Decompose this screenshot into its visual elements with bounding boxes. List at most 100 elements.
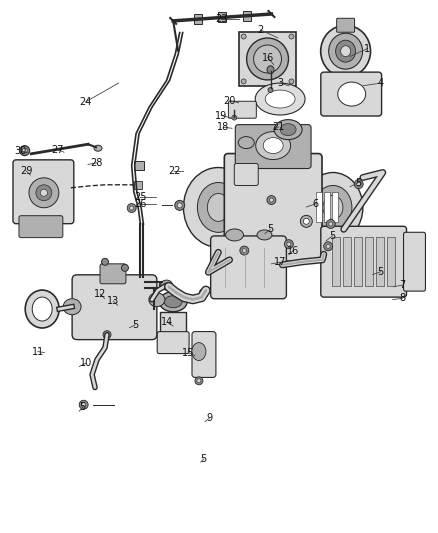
Ellipse shape [32,297,52,321]
Ellipse shape [175,200,185,211]
Text: 16: 16 [262,53,274,62]
Bar [354,237,362,286]
Ellipse shape [280,124,296,135]
Ellipse shape [159,282,165,288]
FancyBboxPatch shape [100,264,126,284]
Text: 5: 5 [201,454,207,464]
FancyBboxPatch shape [19,216,63,238]
Ellipse shape [226,229,244,241]
Text: 5: 5 [378,267,384,277]
Text: 4: 4 [378,78,384,88]
Ellipse shape [287,242,291,246]
Bar [365,237,373,286]
Ellipse shape [256,132,290,159]
Ellipse shape [242,248,246,253]
Text: 24: 24 [80,96,92,107]
Ellipse shape [79,400,88,409]
Text: 17: 17 [274,257,286,267]
Ellipse shape [241,79,246,84]
FancyBboxPatch shape [192,332,216,377]
Text: 5: 5 [132,320,138,330]
Ellipse shape [323,196,343,220]
Ellipse shape [78,315,87,324]
Ellipse shape [338,82,366,106]
Text: 7: 7 [399,280,406,290]
Ellipse shape [314,185,352,229]
Text: 14: 14 [161,317,173,327]
Bar [332,237,340,286]
Ellipse shape [94,145,102,151]
FancyBboxPatch shape [72,275,157,340]
Ellipse shape [20,146,30,156]
Ellipse shape [40,189,47,196]
Text: 5: 5 [356,177,362,188]
Ellipse shape [81,318,85,321]
Ellipse shape [263,138,283,154]
Ellipse shape [269,198,273,202]
FancyBboxPatch shape [211,236,286,299]
Polygon shape [218,12,226,22]
Ellipse shape [289,34,294,39]
Ellipse shape [202,291,206,295]
Text: 13: 13 [107,296,120,306]
Ellipse shape [197,379,201,383]
Text: 20: 20 [224,95,236,106]
Text: 1: 1 [364,44,371,53]
Ellipse shape [321,25,371,77]
Ellipse shape [240,246,249,255]
Ellipse shape [254,45,282,73]
Ellipse shape [25,290,59,328]
FancyBboxPatch shape [157,332,189,353]
Text: 27: 27 [51,144,64,155]
Ellipse shape [357,182,361,186]
Ellipse shape [207,193,230,221]
FancyBboxPatch shape [224,154,322,261]
Text: 21: 21 [272,122,285,132]
Ellipse shape [267,196,276,205]
Ellipse shape [284,240,293,249]
Ellipse shape [177,203,182,208]
FancyBboxPatch shape [337,18,355,33]
Ellipse shape [257,230,272,240]
Ellipse shape [232,115,237,120]
Ellipse shape [328,33,363,69]
Ellipse shape [267,66,274,74]
Ellipse shape [336,40,356,62]
Ellipse shape [29,178,59,208]
Ellipse shape [192,343,206,360]
Text: 28: 28 [91,158,103,168]
Ellipse shape [304,219,309,224]
Bar [343,237,351,286]
Text: 5: 5 [80,402,86,413]
Ellipse shape [238,136,254,149]
Ellipse shape [329,222,333,226]
Text: 23: 23 [215,14,227,25]
Ellipse shape [159,292,187,312]
Ellipse shape [102,259,109,265]
Text: 8: 8 [399,293,406,303]
Text: 29: 29 [20,166,32,176]
FancyBboxPatch shape [321,72,381,116]
Ellipse shape [127,204,136,213]
Text: 9: 9 [206,413,212,423]
Ellipse shape [241,34,246,39]
Text: 19: 19 [215,110,227,120]
Ellipse shape [130,206,134,210]
Text: 18: 18 [217,122,230,132]
Text: 3: 3 [277,78,283,88]
Ellipse shape [247,38,289,80]
FancyBboxPatch shape [234,164,258,185]
Bar [316,192,322,222]
Polygon shape [194,14,202,24]
Ellipse shape [161,280,173,290]
Bar [134,160,144,171]
Ellipse shape [300,215,312,227]
Text: 5: 5 [329,231,336,241]
Text: 22: 22 [168,166,181,176]
Ellipse shape [198,182,239,232]
Text: 12: 12 [94,289,106,299]
Ellipse shape [195,377,203,385]
Ellipse shape [22,148,27,153]
Text: 16: 16 [287,246,299,255]
Ellipse shape [268,87,273,93]
